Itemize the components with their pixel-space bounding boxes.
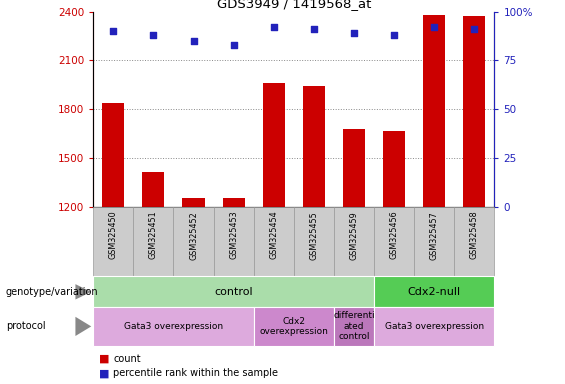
Point [390,32,399,38]
FancyBboxPatch shape [93,307,254,346]
Bar [303,86,325,207]
Text: GSM325457: GSM325457 [430,211,438,260]
Point [189,38,198,44]
Text: GSM325451: GSM325451 [149,211,158,260]
Text: GSM325456: GSM325456 [390,211,398,260]
FancyBboxPatch shape [254,207,294,276]
Bar [343,129,365,207]
Text: Gata3 overexpression: Gata3 overexpression [124,322,223,331]
FancyBboxPatch shape [374,307,494,346]
Point [149,32,158,38]
FancyBboxPatch shape [93,276,374,307]
FancyBboxPatch shape [93,207,133,276]
FancyBboxPatch shape [133,207,173,276]
Text: protocol: protocol [6,321,45,331]
Text: ■: ■ [99,368,110,378]
Text: GSM325452: GSM325452 [189,211,198,260]
Point [108,28,118,34]
FancyBboxPatch shape [173,207,214,276]
Point [310,26,319,32]
Bar [463,16,485,207]
Text: GSM325458: GSM325458 [470,211,479,260]
Text: percentile rank within the sample: percentile rank within the sample [113,368,278,378]
Point [229,42,238,48]
FancyBboxPatch shape [334,307,374,346]
Bar [142,172,164,207]
FancyBboxPatch shape [294,207,334,276]
Polygon shape [76,317,92,336]
FancyBboxPatch shape [214,207,254,276]
FancyBboxPatch shape [334,207,374,276]
Text: GSM325459: GSM325459 [350,211,358,260]
Text: GSM325455: GSM325455 [310,211,318,260]
Point [470,26,479,32]
Text: differenti
ated
control: differenti ated control [333,311,375,341]
Bar [263,83,285,207]
FancyBboxPatch shape [454,207,494,276]
FancyBboxPatch shape [374,276,494,307]
Text: GSM325454: GSM325454 [270,211,278,260]
FancyBboxPatch shape [374,207,414,276]
Text: ■: ■ [99,354,110,364]
Bar [223,199,245,207]
Point [349,30,359,36]
Text: genotype/variation: genotype/variation [6,287,98,297]
Text: GSM325450: GSM325450 [109,211,118,260]
Text: control: control [214,287,253,297]
Polygon shape [76,284,92,300]
Title: GDS3949 / 1419568_at: GDS3949 / 1419568_at [216,0,371,10]
FancyBboxPatch shape [414,207,454,276]
Text: Cdx2-null: Cdx2-null [407,287,461,297]
Text: count: count [113,354,141,364]
Text: GSM325453: GSM325453 [229,211,238,260]
Point [430,24,439,30]
FancyBboxPatch shape [254,307,334,346]
Point [269,24,278,30]
Text: Gata3 overexpression: Gata3 overexpression [385,322,484,331]
Bar [423,15,445,207]
Bar [383,131,405,207]
Bar [182,197,205,207]
Bar [102,103,124,207]
Text: Cdx2
overexpression: Cdx2 overexpression [259,317,328,336]
